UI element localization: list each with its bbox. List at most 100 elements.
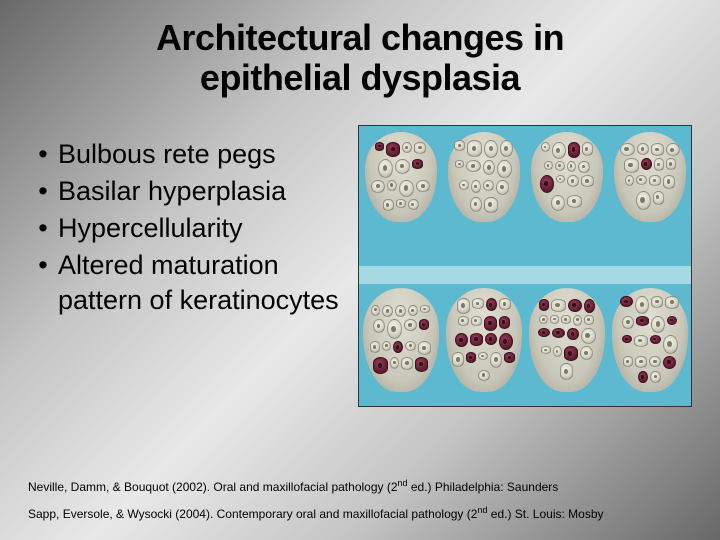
cell-icon: [396, 199, 406, 208]
cell-cluster: [365, 132, 437, 222]
dysplastic-cell-icon: [499, 333, 513, 350]
bullet-item: •Altered maturation pattern of keratinoc…: [28, 248, 350, 318]
cell-icon: [663, 335, 678, 354]
cell-icon: [371, 180, 385, 194]
dysplastic-cell-icon: [485, 333, 497, 345]
dysplastic-cell-icon: [470, 333, 483, 346]
dysplastic-cell-icon: [636, 316, 649, 327]
histology-figure: [358, 125, 692, 407]
cell-icon: [544, 161, 553, 171]
cell-icon: [484, 140, 498, 157]
dysplastic-cell-icon: [622, 335, 632, 343]
cell-icon: [458, 316, 469, 327]
panel-divider: [359, 266, 691, 284]
dysplastic-cell-icon: [584, 299, 595, 313]
cell-icon: [483, 180, 494, 190]
title-line-1: Architectural changes in: [156, 17, 564, 58]
bullet-item: •Basilar hyperplasia: [28, 174, 350, 209]
cell-icon: [455, 160, 464, 168]
cell-icon: [390, 357, 399, 369]
cell-icon: [567, 161, 576, 172]
cell-icon: [490, 352, 502, 368]
cell-icon: [371, 305, 380, 316]
dysplastic-cell-icon: [504, 352, 515, 363]
cell-icon: [387, 180, 397, 191]
dysplastic-cell-icon: [455, 333, 468, 347]
cell-icon: [550, 315, 559, 324]
title-line-2: epithelial dysplasia: [200, 57, 520, 98]
dysplastic-cell-icon: [373, 357, 388, 374]
cell-icon: [666, 158, 676, 170]
dysplastic-cell-icon: [638, 371, 648, 384]
cell-icon: [663, 175, 675, 189]
bullet-dot-icon: •: [28, 174, 58, 209]
cell-icon: [637, 143, 649, 155]
cell-icon: [552, 142, 566, 158]
cell-icon: [382, 305, 393, 317]
bullet-ul: •Bulbous rete pegs•Basilar hyperplasia•H…: [28, 137, 350, 318]
cell-icon: [650, 371, 661, 383]
cell-icon: [483, 160, 495, 175]
dysplastic-cell-icon: [412, 159, 423, 169]
bullet-text: Bulbous rete pegs: [58, 137, 276, 172]
cell-icon: [555, 161, 565, 171]
ref-ordinal: nd: [477, 505, 487, 515]
cell-icon: [470, 197, 482, 212]
cell-icon: [497, 160, 512, 179]
cell-icon: [556, 175, 565, 182]
cell-icon: [541, 142, 550, 152]
cell-icon: [452, 352, 464, 367]
dysplastic-cell-icon: [386, 142, 400, 157]
cell-icon: [401, 357, 413, 369]
cell-icon: [402, 142, 412, 153]
cell-icon: [420, 305, 430, 313]
dysplastic-cell-icon: [484, 316, 497, 332]
cell-cluster: [531, 132, 603, 222]
bullet-dot-icon: •: [28, 137, 58, 172]
dysplastic-cell-icon: [620, 296, 633, 308]
cell-icon: [622, 316, 634, 330]
cell-icon: [500, 140, 513, 156]
dysplastic-cell-icon: [552, 328, 565, 339]
cell-icon: [457, 298, 470, 313]
cell-icon: [459, 180, 469, 189]
cell-icon: [539, 315, 548, 325]
cell-icon: [405, 341, 416, 351]
cell-icon: [625, 175, 634, 186]
dysplastic-cell-icon: [641, 158, 652, 170]
cell-icon: [471, 316, 482, 326]
cell-icon: [382, 341, 391, 351]
ref-text: ed.) St. Louis: Mosby: [487, 507, 603, 521]
bullet-item: •Hypercellularity: [28, 211, 350, 246]
cell-icon: [580, 346, 593, 360]
cell-icon: [551, 299, 566, 312]
cell-icon: [561, 315, 571, 325]
cell-icon: [665, 296, 679, 309]
cell-icon: [414, 142, 426, 154]
cell-icon: [478, 352, 488, 360]
cell-icon: [472, 298, 484, 309]
cell-icon: [553, 346, 562, 357]
cell-icon: [651, 296, 663, 308]
tissue-row: [359, 132, 691, 222]
cell-icon: [649, 175, 661, 186]
slide-title: Architectural changes in epithelial dysp…: [28, 18, 692, 99]
cell-icon: [649, 356, 661, 367]
dysplastic-cell-icon: [568, 142, 580, 157]
cell-icon: [582, 142, 593, 156]
cell-icon: [634, 335, 648, 347]
bullet-dot-icon: •: [28, 248, 58, 318]
cell-cluster: [446, 288, 522, 392]
cell-cluster: [614, 132, 686, 222]
dysplastic-cell-icon: [650, 335, 661, 344]
dysplastic-cell-icon: [393, 341, 403, 353]
cell-icon: [551, 195, 565, 211]
cell-icon: [408, 305, 418, 316]
cell-icon: [387, 319, 402, 338]
bullet-list: •Bulbous rete pegs•Basilar hyperplasia•H…: [28, 125, 350, 456]
cell-icon: [560, 363, 573, 380]
dysplastic-cell-icon: [419, 319, 429, 330]
bullet-text: Basilar hyperplasia: [58, 174, 286, 209]
tissue-row: [359, 288, 691, 392]
cell-icon: [666, 143, 680, 156]
